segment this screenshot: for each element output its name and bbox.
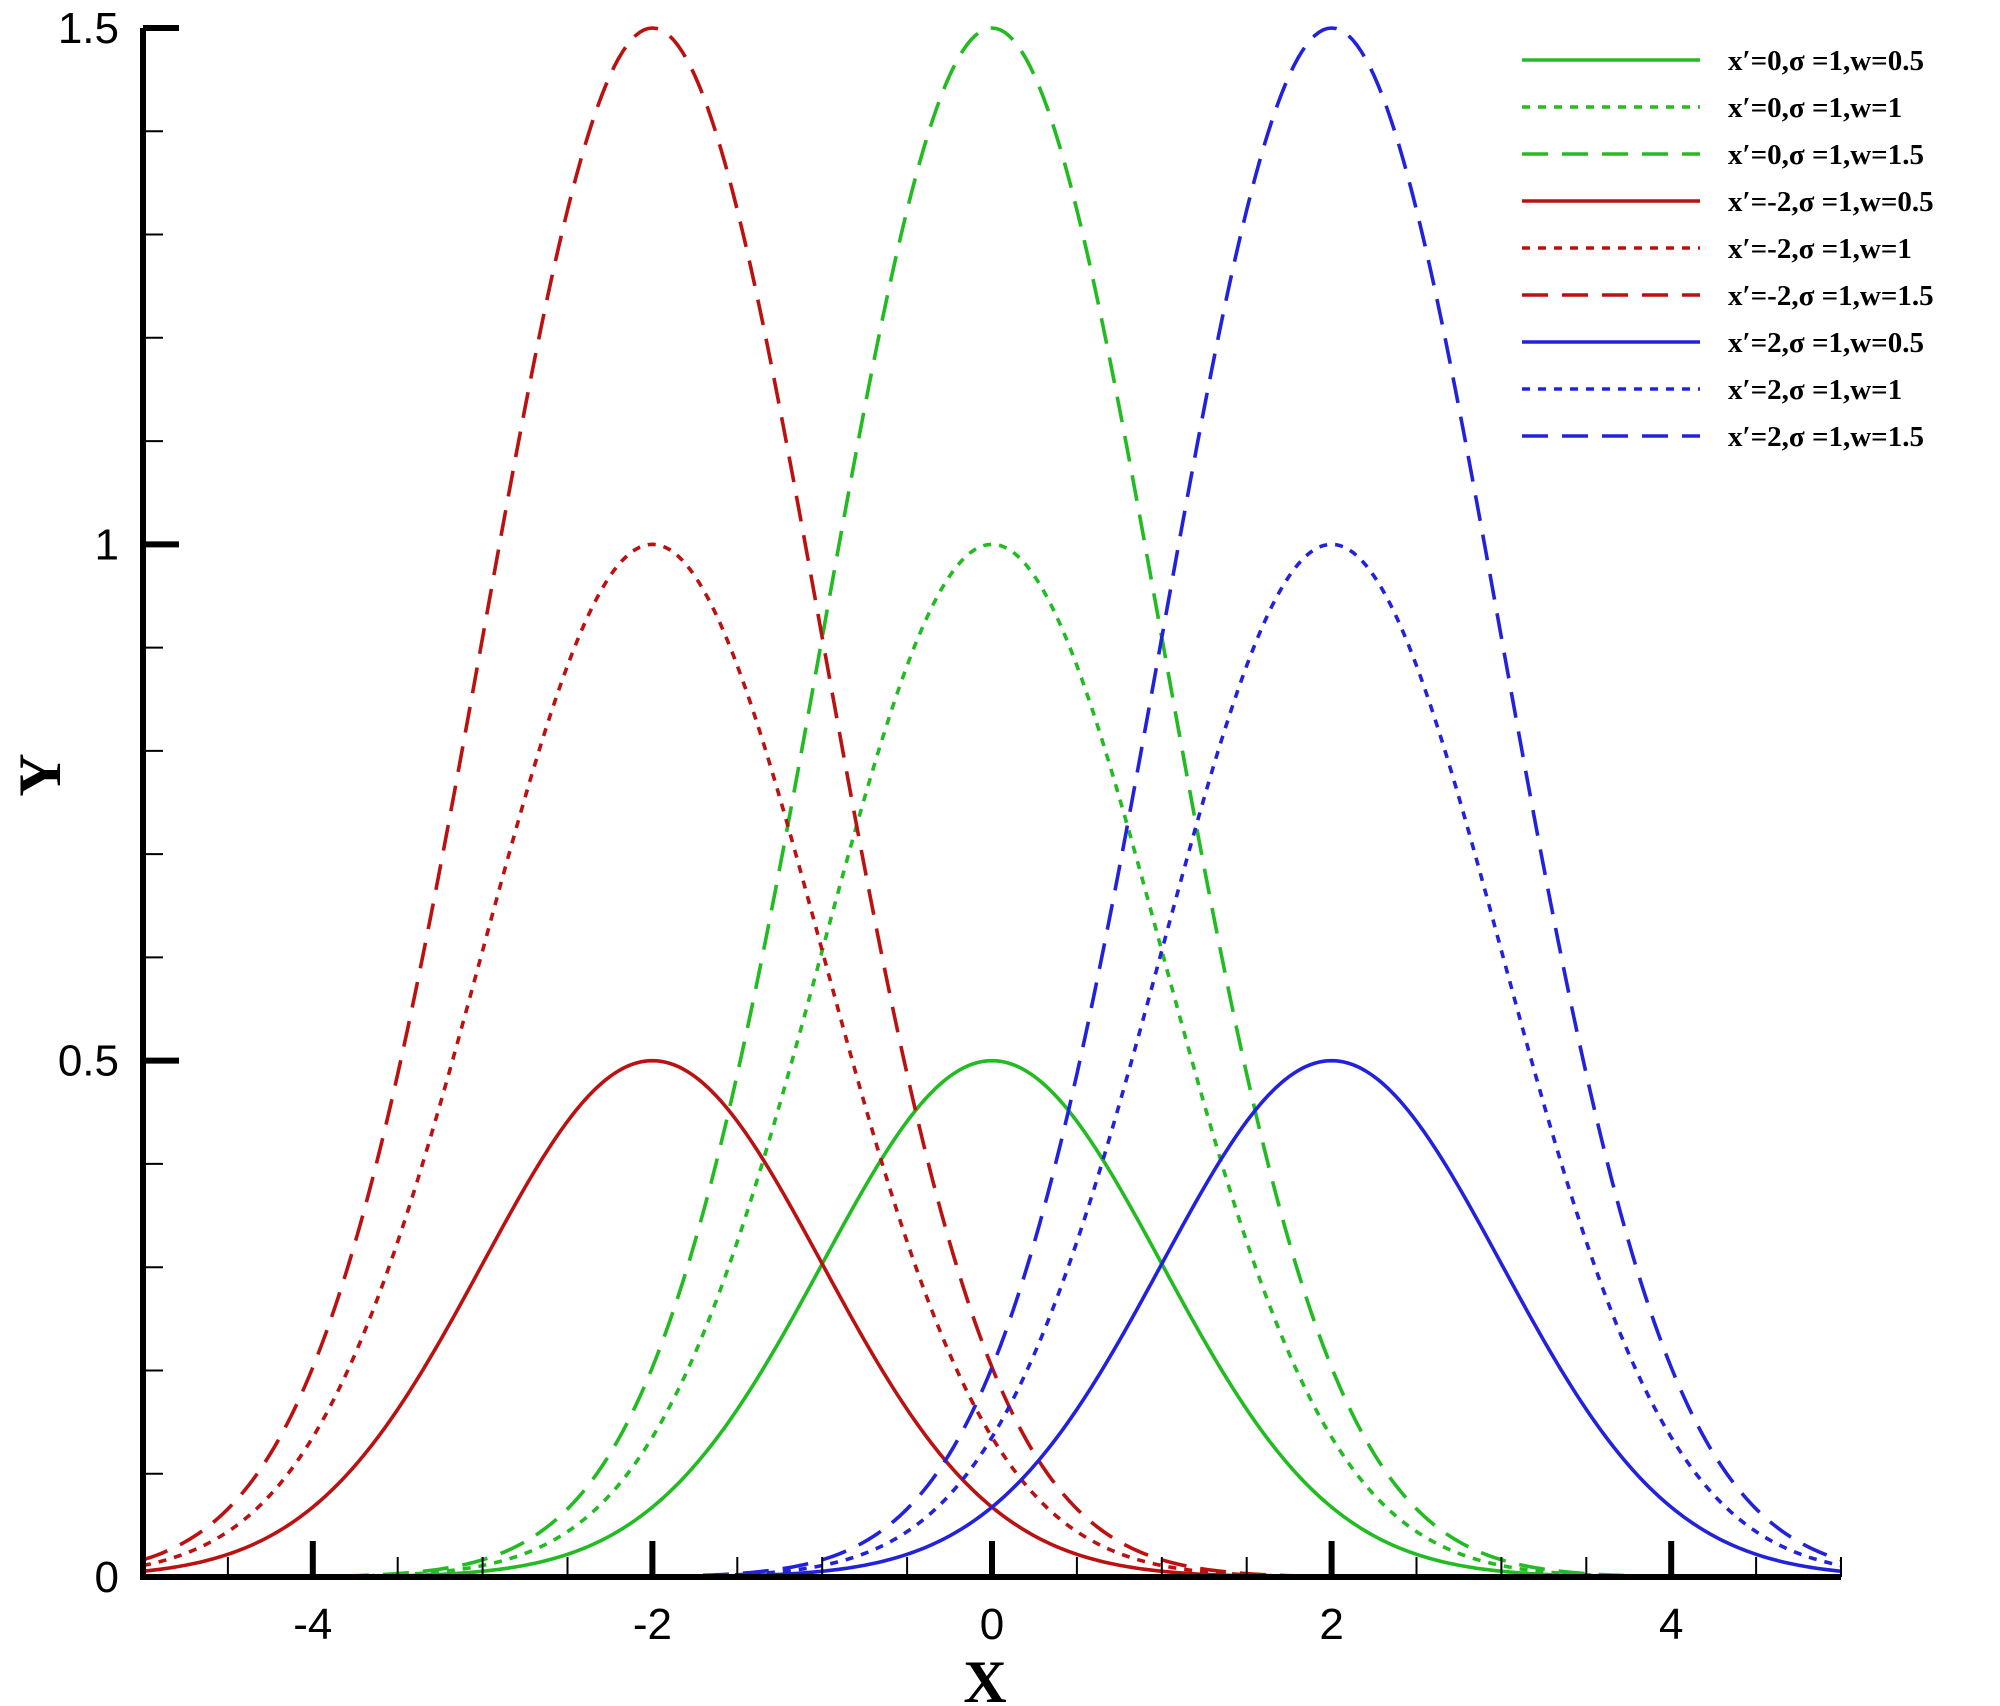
legend-entry-1: x′=0,σ =1,w=1 xyxy=(1728,92,1902,124)
y-tick-label: 0.5 xyxy=(58,1037,119,1086)
legend-entry-8: x′=2,σ =1,w=1.5 xyxy=(1728,421,1924,453)
axes xyxy=(140,28,1841,1580)
x-axis-title: X xyxy=(963,1649,1006,1706)
series-line-7 xyxy=(143,542,1842,1579)
x-tick-label: 2 xyxy=(1319,1600,1343,1649)
series-line-6 xyxy=(143,1058,1842,1579)
x-tick-label: 4 xyxy=(1659,1600,1683,1649)
series-line-3 xyxy=(142,1058,1841,1579)
series-line-0 xyxy=(143,1058,1841,1579)
legend-entry-2: x′=0,σ =1,w=1.5 xyxy=(1728,139,1924,171)
legend-entry-6: x′=2,σ =1,w=0.5 xyxy=(1728,327,1924,359)
legend-entry-5: x′=-2,σ =1,w=1.5 xyxy=(1728,280,1934,312)
y-tick-label: 1.5 xyxy=(58,4,119,53)
y-tick-label: 1 xyxy=(95,520,119,569)
series-curves xyxy=(142,26,1842,1579)
legend-entry-7: x′=2,σ =1,w=1 xyxy=(1728,374,1902,406)
legend-entry-3: x′=-2,σ =1,w=0.5 xyxy=(1728,186,1934,218)
axis-ticks xyxy=(142,25,1842,1580)
legend-entry-4: x′=-2,σ =1,w=1 xyxy=(1728,233,1912,265)
tick-labels: 0 0.5 1 1.5 -4 -2 0 2 4 xyxy=(58,4,1684,1649)
series-line-2 xyxy=(143,26,1841,1579)
x-tick-label: -4 xyxy=(293,1600,332,1649)
x-tick-label: -2 xyxy=(633,1600,672,1649)
series-line-5 xyxy=(142,26,1841,1579)
x-tick-label: 0 xyxy=(980,1600,1004,1649)
series-line-8 xyxy=(143,26,1842,1579)
series-line-1 xyxy=(143,542,1841,1579)
legend: x′=0,σ =1,w=0.5 x′=0,σ =1,w=1 x′=0,σ =1,w=… xyxy=(1522,45,1934,453)
y-tick-label: 0 xyxy=(95,1553,119,1602)
legend-entry-0: x′=0,σ =1,w=0.5 xyxy=(1728,45,1924,77)
y-axis-title: Y xyxy=(7,753,73,796)
